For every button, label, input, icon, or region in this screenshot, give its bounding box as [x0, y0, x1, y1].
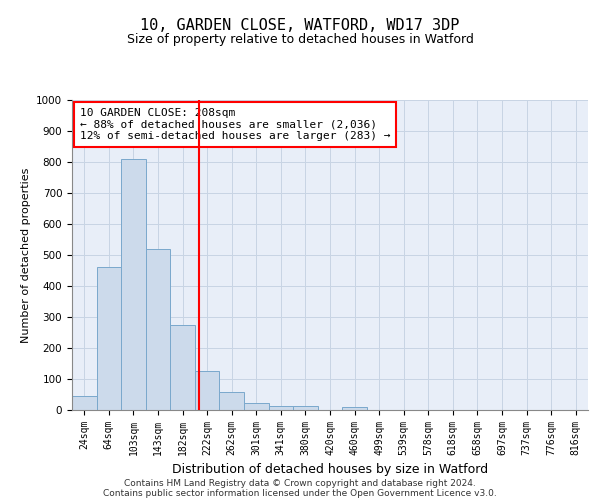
Text: Contains public sector information licensed under the Open Government Licence v3: Contains public sector information licen… — [103, 488, 497, 498]
Y-axis label: Number of detached properties: Number of detached properties — [20, 168, 31, 342]
Bar — [269, 406, 293, 410]
Text: 10 GARDEN CLOSE: 208sqm
← 88% of detached houses are smaller (2,036)
12% of semi: 10 GARDEN CLOSE: 208sqm ← 88% of detache… — [80, 108, 390, 141]
Text: Size of property relative to detached houses in Watford: Size of property relative to detached ho… — [127, 32, 473, 46]
Bar — [244, 403, 269, 410]
Text: 10, GARDEN CLOSE, WATFORD, WD17 3DP: 10, GARDEN CLOSE, WATFORD, WD17 3DP — [140, 18, 460, 32]
Bar — [342, 407, 367, 410]
Bar — [146, 249, 170, 410]
Bar — [97, 268, 121, 410]
Bar — [195, 371, 220, 410]
Bar — [220, 392, 244, 410]
Bar — [170, 325, 195, 410]
X-axis label: Distribution of detached houses by size in Watford: Distribution of detached houses by size … — [172, 464, 488, 476]
Bar — [72, 396, 97, 410]
Bar — [293, 406, 318, 410]
Text: Contains HM Land Registry data © Crown copyright and database right 2024.: Contains HM Land Registry data © Crown c… — [124, 478, 476, 488]
Bar — [121, 159, 146, 410]
